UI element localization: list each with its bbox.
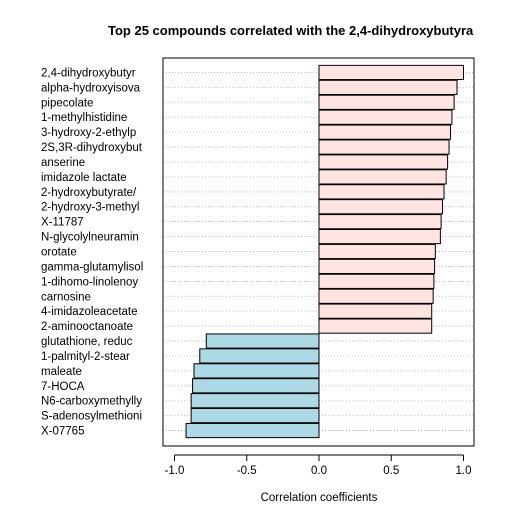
bar-8 [318,169,447,185]
bars [185,64,464,439]
category-label: gamma-glutamylisol [41,261,143,273]
category-label: 2,4-dihydroxybutyr [41,67,136,79]
category-label: orotate [41,247,77,259]
bar-24 [190,408,320,424]
bar-16 [318,288,434,304]
x-tick-label: 0.5 [383,465,399,477]
bar-17 [318,303,433,319]
category-label: alpha-hydroxyisova [41,82,141,94]
category-label: 2-aminooctanoate [41,321,133,333]
bar-6 [318,139,450,155]
bar-25 [185,422,320,439]
bar-21 [193,363,320,379]
x-tick-label: -1.0 [165,465,185,477]
bar-1 [318,64,464,81]
category-label: 1-methylhistidine [41,112,127,124]
category-label: pipecolate [41,97,93,109]
bar-11 [318,214,442,230]
category-label: X-07765 [41,426,84,438]
category-label: glutathione, reduc [41,336,133,348]
category-label: X-11787 [41,217,84,229]
bar-14 [318,258,436,275]
bar-5 [318,124,451,140]
bar-9 [318,184,445,200]
x-tick-label: 0.0 [311,465,327,477]
bar-3 [318,94,455,110]
chart-title: Top 25 compounds correlated with the 2,4… [108,23,474,38]
bar-2 [318,79,458,95]
x-tick-label: -0.5 [237,465,257,477]
category-label: 2S,3R-dihydroxybut [41,142,143,154]
category-label: 4-imidazoleacetate [41,306,138,318]
bar-10 [318,199,444,215]
category-label: N-glycolylneuramin [41,232,139,244]
category-label: 1-dihomo-linolenoy [41,276,138,288]
bar-7 [318,154,449,170]
bar-4 [318,109,453,125]
category-label: imidazole lactate [41,172,127,184]
x-axis: -1.0 -0.5 0.0 0.5 1.0 [165,454,472,477]
x-axis-label: Correlation coefficients [261,492,378,504]
bar-22 [192,378,320,394]
category-label: 7-HOCA [41,381,85,393]
bar-18 [318,318,433,334]
category-label: carnosine [41,291,91,303]
category-label: maleate [41,366,82,378]
plot-frame [162,57,475,447]
bar-13 [318,243,436,260]
category-label: N6-carboxymethylly [41,396,142,408]
x-tick-label: 1.0 [456,465,472,477]
category-label: 2-hydroxybutyrate/ [41,187,137,199]
bar-19 [205,333,320,349]
bar-20 [199,348,320,364]
category-label: anserine [41,157,85,169]
category-labels: 2,4-dihydroxybutyr alpha-hydroxyisova pipe… [41,67,143,437]
bar-12 [318,228,441,245]
category-label: S-adenosylmethioni [41,411,142,423]
bar-23 [190,393,320,409]
bar-15 [318,273,435,289]
category-label: 2-hydroxy-3-methyl [41,202,139,214]
category-label: 3-hydroxy-2-ethylp [41,127,136,139]
category-label: 1-palmityl-2-stear [41,351,130,363]
